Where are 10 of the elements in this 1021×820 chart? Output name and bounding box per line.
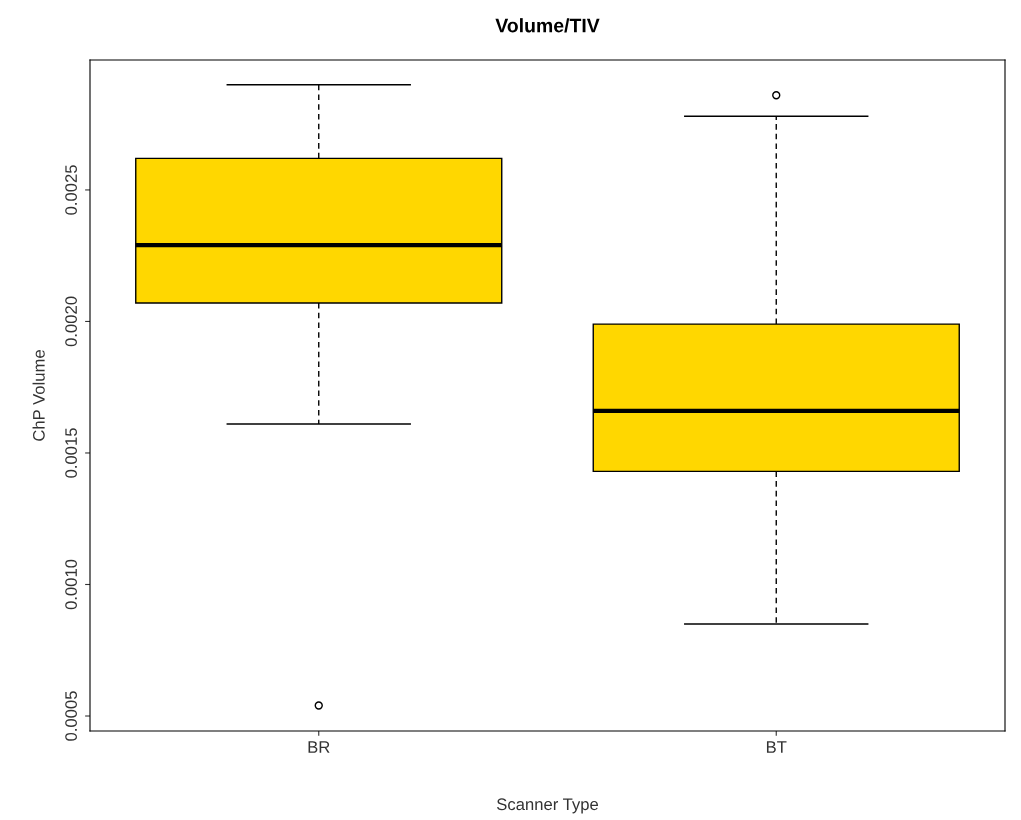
y-tick-label: 0.0010 <box>65 559 77 610</box>
x-tick-label: BR <box>308 741 330 753</box>
y-tick-label: 0.0015 <box>65 428 77 478</box>
x-tick-label: BT <box>766 741 787 753</box>
y-tick-label: 0.0005 <box>65 691 77 741</box>
x-axis-title: Scanner Type <box>496 798 599 814</box>
y-axis-title: ChP Volume <box>32 350 45 441</box>
y-tick-label: 0.0025 <box>65 165 77 215</box>
y-tick-label: 0.0020 <box>65 296 77 347</box>
chart-title: Volume/TIV <box>495 18 600 33</box>
